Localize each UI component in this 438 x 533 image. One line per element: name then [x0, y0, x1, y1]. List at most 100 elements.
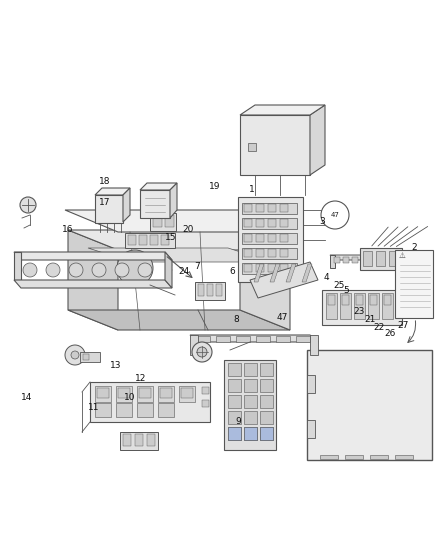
Bar	[125, 233, 175, 248]
Text: 14: 14	[21, 393, 32, 401]
Bar	[244, 379, 257, 392]
Bar	[389, 251, 398, 266]
Polygon shape	[302, 264, 312, 282]
Polygon shape	[140, 183, 177, 190]
Bar	[137, 386, 153, 402]
Bar	[181, 388, 193, 398]
Bar	[244, 219, 252, 227]
Polygon shape	[14, 252, 21, 280]
Bar	[242, 248, 297, 259]
Bar	[352, 257, 358, 263]
Bar	[360, 248, 402, 270]
Bar	[256, 234, 264, 242]
Bar	[340, 293, 351, 319]
Bar	[244, 234, 252, 242]
Bar	[260, 411, 273, 424]
Bar	[260, 379, 273, 392]
Polygon shape	[170, 183, 177, 218]
Bar	[216, 284, 222, 296]
Bar	[242, 218, 297, 229]
Bar	[116, 403, 132, 417]
Bar	[153, 215, 162, 227]
Bar	[276, 336, 290, 342]
Circle shape	[23, 263, 37, 277]
Bar	[256, 336, 270, 342]
Text: 16: 16	[62, 225, 74, 233]
Bar	[242, 233, 297, 244]
Bar	[158, 386, 174, 402]
Bar	[228, 427, 241, 440]
Bar	[370, 257, 376, 263]
Bar	[388, 257, 394, 263]
Bar	[83, 354, 89, 360]
Polygon shape	[14, 280, 172, 288]
Polygon shape	[65, 210, 300, 232]
Text: 6: 6	[229, 268, 235, 276]
Text: 27: 27	[397, 321, 409, 329]
Text: 47: 47	[277, 313, 288, 321]
Bar	[128, 235, 136, 245]
Bar	[242, 203, 297, 214]
Bar	[356, 295, 363, 305]
Bar	[139, 388, 151, 398]
Polygon shape	[330, 255, 400, 260]
Bar	[244, 395, 257, 408]
Circle shape	[69, 263, 83, 277]
Bar	[95, 195, 123, 223]
Circle shape	[197, 347, 207, 357]
Bar	[238, 197, 303, 282]
Bar	[280, 219, 288, 227]
Bar	[328, 295, 335, 305]
Bar	[260, 427, 273, 440]
Bar	[384, 295, 391, 305]
Bar	[139, 235, 147, 245]
Bar	[310, 335, 318, 355]
Bar	[256, 204, 264, 212]
Text: 10: 10	[124, 393, 135, 401]
Bar	[376, 251, 385, 266]
Text: 13: 13	[110, 361, 122, 369]
Bar	[268, 204, 276, 212]
Bar	[228, 427, 241, 440]
Bar	[244, 264, 252, 272]
Bar	[395, 250, 433, 318]
Polygon shape	[240, 230, 290, 330]
Bar	[370, 455, 388, 459]
Text: 4: 4	[324, 273, 329, 281]
Text: 15: 15	[165, 233, 177, 241]
Bar	[307, 420, 315, 438]
Bar	[268, 219, 276, 227]
Text: 9: 9	[236, 417, 242, 425]
Polygon shape	[254, 264, 264, 282]
Circle shape	[115, 263, 129, 277]
Text: 23: 23	[353, 308, 365, 316]
Bar	[244, 427, 257, 440]
Bar	[280, 249, 288, 257]
Bar	[228, 363, 241, 376]
Text: 24: 24	[178, 268, 190, 276]
Bar	[326, 293, 337, 319]
Bar	[370, 295, 377, 305]
Bar	[244, 411, 257, 424]
Bar	[147, 434, 155, 446]
Polygon shape	[250, 262, 318, 298]
Bar	[216, 336, 230, 342]
Bar	[207, 284, 213, 296]
Circle shape	[71, 351, 79, 359]
Bar	[268, 264, 276, 272]
Text: ⚠: ⚠	[399, 251, 406, 260]
Text: 7: 7	[194, 262, 200, 271]
Polygon shape	[330, 255, 335, 268]
Bar	[342, 295, 349, 305]
Circle shape	[20, 197, 36, 213]
Bar	[195, 282, 225, 300]
Bar	[260, 395, 273, 408]
Bar	[224, 360, 276, 450]
Polygon shape	[270, 264, 280, 282]
Polygon shape	[88, 248, 272, 262]
Circle shape	[46, 263, 60, 277]
Bar	[140, 190, 170, 218]
Polygon shape	[14, 252, 172, 260]
Bar	[280, 264, 288, 272]
Circle shape	[138, 263, 152, 277]
